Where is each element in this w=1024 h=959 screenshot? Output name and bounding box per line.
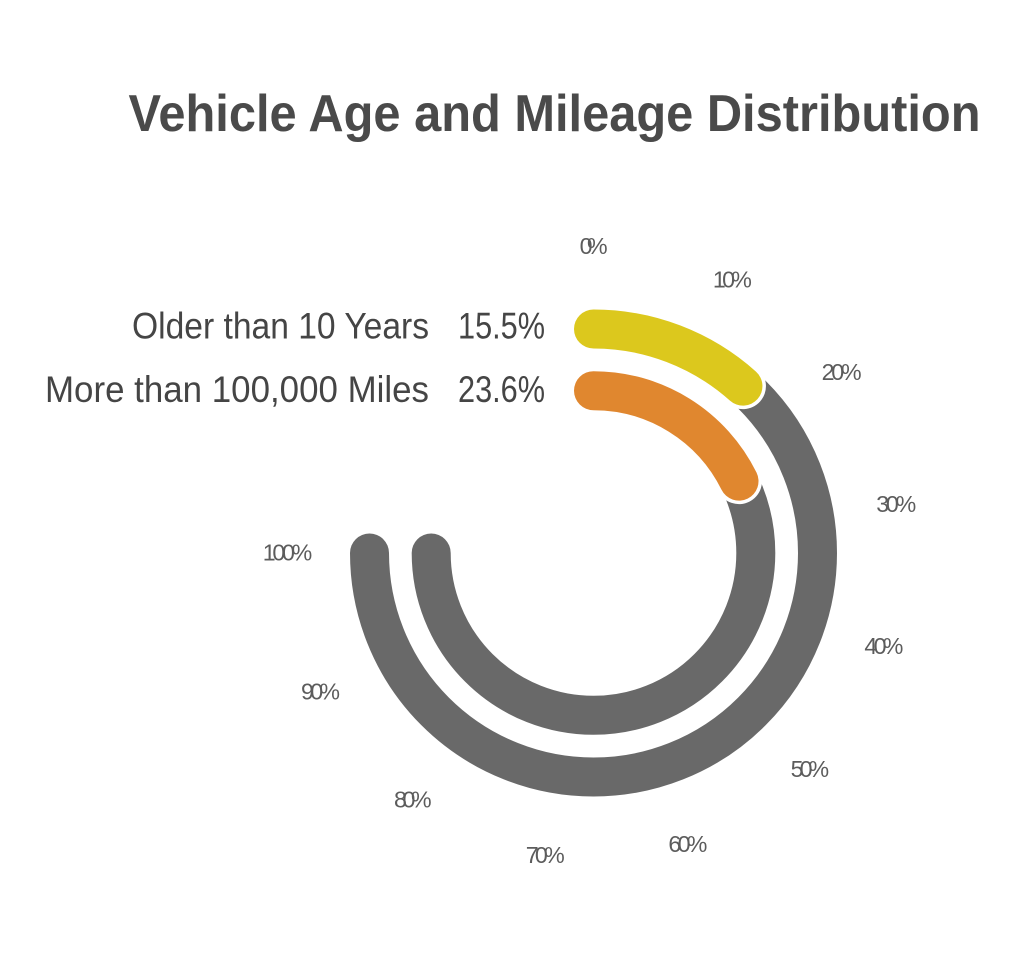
svg-text:23.6%: 23.6% xyxy=(458,369,545,410)
svg-text:15.5%: 15.5% xyxy=(458,306,545,347)
svg-text:40%: 40% xyxy=(864,633,903,659)
svg-text:60%: 60% xyxy=(668,831,707,857)
svg-text:20%: 20% xyxy=(822,359,862,385)
svg-text:50%: 50% xyxy=(791,756,830,782)
svg-text:70%: 70% xyxy=(526,842,565,868)
svg-text:Older than 10 Years: Older than 10 Years xyxy=(132,306,429,347)
svg-text:30%: 30% xyxy=(876,491,916,517)
svg-text:Vehicle Age and Mileage Distri: Vehicle Age and Mileage Distribution xyxy=(129,84,981,142)
svg-text:80%: 80% xyxy=(394,786,432,812)
svg-text:90%: 90% xyxy=(301,679,340,705)
svg-text:10%: 10% xyxy=(713,267,752,293)
svg-text:More than 100,000 Miles: More than 100,000 Miles xyxy=(45,369,429,410)
svg-text:0%: 0% xyxy=(580,233,608,259)
svg-text:100%: 100% xyxy=(263,539,313,565)
